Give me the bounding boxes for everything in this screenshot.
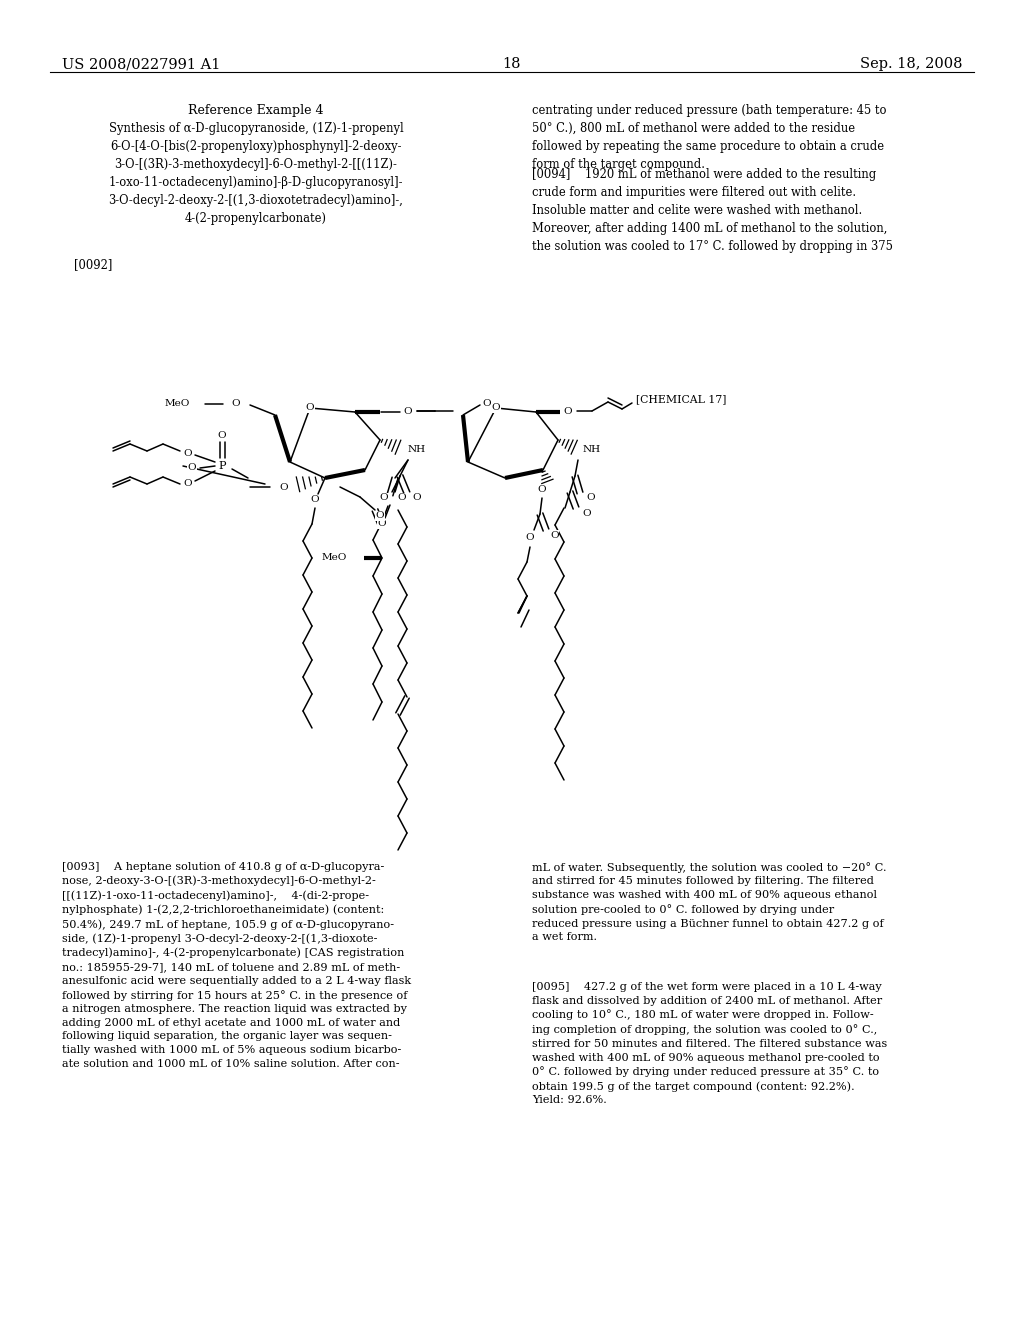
Text: O: O	[586, 492, 595, 502]
Text: [0092]: [0092]	[74, 257, 113, 271]
Text: O: O	[397, 494, 406, 503]
Text: [0094]    1920 mL of methanol were added to the resulting
crude form and impurit: [0094] 1920 mL of methanol were added to…	[532, 168, 893, 253]
Text: O: O	[550, 531, 559, 540]
Text: O: O	[379, 494, 388, 503]
Text: 18: 18	[503, 57, 521, 71]
Text: O: O	[306, 404, 314, 412]
Text: O: O	[231, 400, 241, 408]
Text: [0095]    427.2 g of the wet form were placed in a 10 L 4-way
flask and dissolve: [0095] 427.2 g of the wet form were plac…	[532, 982, 887, 1105]
Text: Reference Example 4: Reference Example 4	[188, 104, 324, 117]
Text: NH: NH	[583, 446, 601, 454]
Text: O: O	[582, 508, 591, 517]
Text: O: O	[538, 486, 547, 495]
Text: O: O	[183, 449, 193, 458]
Text: [CHEMICAL 17]: [CHEMICAL 17]	[636, 393, 726, 404]
Text: O: O	[525, 533, 535, 543]
Text: mL of water. Subsequently, the solution was cooled to −20° C.
and stirred for 45: mL of water. Subsequently, the solution …	[532, 862, 887, 942]
Text: US 2008/0227991 A1: US 2008/0227991 A1	[62, 57, 220, 71]
Text: NH: NH	[408, 446, 426, 454]
Text: O: O	[403, 407, 413, 416]
Text: MeO: MeO	[322, 553, 347, 562]
Text: MeO: MeO	[165, 400, 190, 408]
Text: O: O	[280, 483, 289, 491]
Text: O: O	[218, 432, 226, 441]
Text: Sep. 18, 2008: Sep. 18, 2008	[859, 57, 962, 71]
Text: O: O	[492, 404, 501, 412]
Text: O: O	[187, 463, 197, 473]
Text: Synthesis of α-D-glucopyranoside, (1Z)-1-propenyl
6-O-[4-O-[bis(2-propenyloxy)ph: Synthesis of α-D-glucopyranoside, (1Z)-1…	[109, 121, 403, 224]
Text: O: O	[310, 495, 319, 504]
Text: [0093]    A heptane solution of 410.8 g of α-D-glucopyra-
nose, 2-deoxy-3-O-[(3R: [0093] A heptane solution of 410.8 g of …	[62, 862, 411, 1069]
Text: O: O	[376, 511, 384, 520]
Text: centrating under reduced pressure (bath temperature: 45 to
50° C.), 800 mL of me: centrating under reduced pressure (bath …	[532, 104, 887, 172]
Text: O: O	[563, 407, 572, 416]
Text: P: P	[218, 461, 225, 471]
Text: O: O	[412, 492, 421, 502]
Text: O: O	[482, 400, 492, 408]
Text: O: O	[378, 520, 386, 528]
Text: O: O	[183, 479, 193, 487]
